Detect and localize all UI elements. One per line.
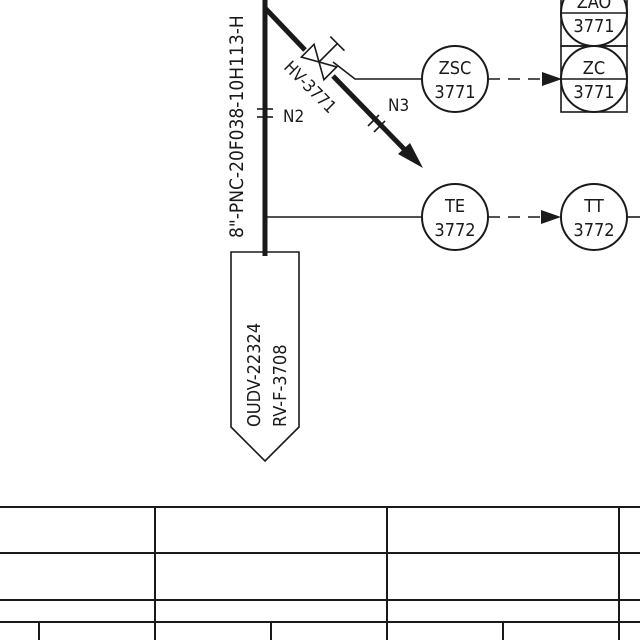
- zc-loop: 3771: [573, 82, 614, 103]
- te-func: TE: [444, 196, 465, 217]
- zsc-func: ZSC: [439, 58, 472, 79]
- n3-nozzle-mark-2: [373, 120, 386, 133]
- zsc-signal-line: [332, 61, 422, 80]
- zsc-zc-arrow: [542, 72, 562, 86]
- tt-func: TT: [583, 196, 604, 217]
- branch-line-lower[interactable]: [331, 74, 407, 152]
- n3-nozzle-mark-1: [367, 114, 380, 127]
- offpage-ref-2: RV-F-3708: [270, 345, 291, 428]
- zsc-loop: 3771: [434, 82, 475, 103]
- n3-label: N3: [388, 96, 409, 116]
- te-loop: 3772: [434, 220, 475, 241]
- n2-label: N2: [283, 107, 304, 127]
- branch-line-upper[interactable]: [263, 6, 307, 52]
- tt-loop: 3772: [573, 220, 614, 241]
- za-func: ZAO: [577, 0, 612, 13]
- offpage-ref-1: OUDV-22324: [244, 323, 265, 427]
- zc-func: ZC: [583, 58, 605, 79]
- flow-arrow: [398, 143, 423, 168]
- te-tt-arrow: [541, 210, 561, 224]
- main-line-label: 8"-PNC-20F038-10H113-H: [226, 15, 248, 238]
- title-block-table: [0, 506, 640, 640]
- offpage-connector[interactable]: [230, 251, 300, 463]
- za-loop: 3771: [573, 16, 614, 37]
- gate-valve[interactable]: [299, 32, 348, 82]
